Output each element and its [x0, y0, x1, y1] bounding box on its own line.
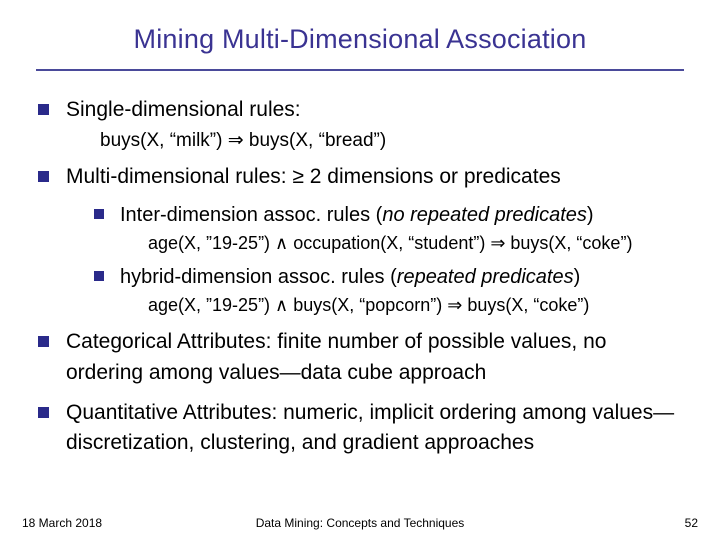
- bullet-italic: repeated predicates: [397, 266, 574, 288]
- bullet-text-suffix: ): [587, 204, 594, 226]
- bullet-l1: Categorical Attributes: finite number of…: [38, 327, 682, 388]
- bullet-l1: Multi-dimensional rules: ≥ 2 dimensions …: [38, 162, 682, 192]
- footer-page-number: 52: [685, 516, 698, 530]
- bullet-l2: Inter-dimension assoc. rules (no repeate…: [94, 201, 682, 229]
- bullet-text-prefix: hybrid-dimension assoc. rules (: [120, 266, 397, 288]
- bullet-text-prefix: Inter-dimension assoc. rules (: [120, 204, 382, 226]
- footer-title: Data Mining: Concepts and Techniques: [0, 516, 720, 530]
- slide-title: Mining Multi-Dimensional Association: [36, 24, 684, 71]
- bullet-text-suffix: ): [574, 266, 581, 288]
- slide: Mining Multi-Dimensional Association Sin…: [0, 0, 720, 540]
- bullet-text-prefix: Multi-dimensional rules:: [66, 165, 292, 188]
- bullet-text-suffix: 2 dimensions or predicates: [304, 165, 561, 188]
- bullet-text: Single-dimensional rules:: [66, 98, 301, 121]
- bullet-l2: hybrid-dimension assoc. rules (repeated …: [94, 263, 682, 291]
- bullet-l1: Quantitative Attributes: numeric, implic…: [38, 398, 682, 459]
- bullet-italic: no repeated predicates: [382, 204, 587, 226]
- slide-content: Single-dimensional rules: buys(X, “milk”…: [36, 95, 684, 459]
- bullet-text: Quantitative Attributes: numeric, implic…: [66, 401, 674, 454]
- bullet-sub: buys(X, “milk”) ⇒ buys(X, “bread”): [100, 128, 682, 154]
- bullet-l1: Single-dimensional rules:: [38, 95, 682, 125]
- bullet-sub: age(X, ”19-25”) ∧ occupation(X, “student…: [148, 231, 682, 255]
- bullet-sub: age(X, ”19-25”) ∧ buys(X, “popcorn”) ⇒ b…: [148, 293, 682, 317]
- bullet-text: Categorical Attributes: finite number of…: [66, 330, 606, 383]
- geq-symbol: ≥: [292, 165, 304, 188]
